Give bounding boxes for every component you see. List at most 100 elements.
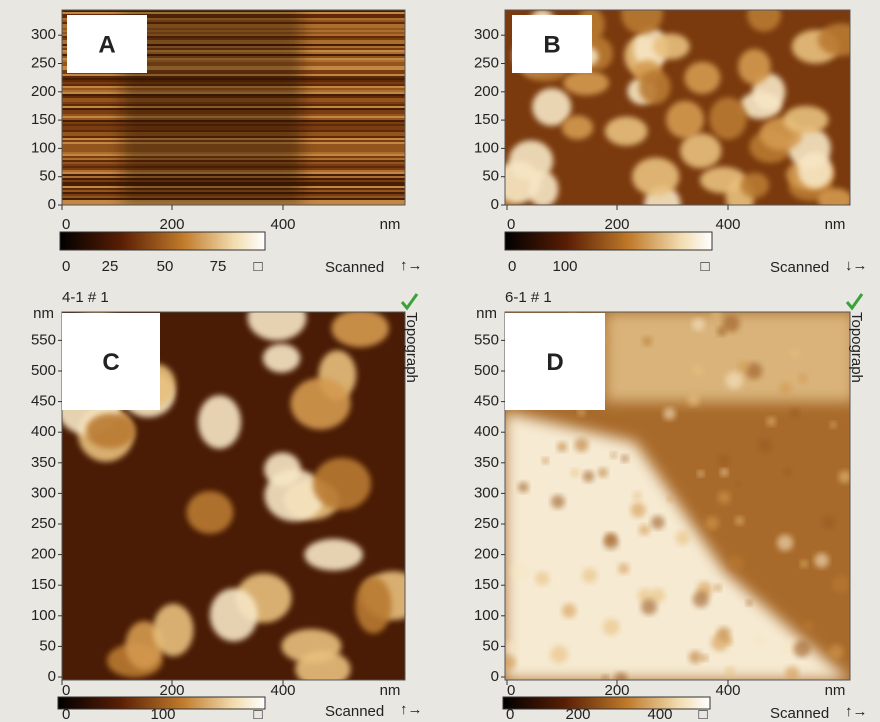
x-unit: nm (825, 216, 846, 233)
x-tick-label: 400 (270, 216, 295, 233)
y-tick-label: 150 (31, 576, 56, 593)
grain (752, 633, 766, 647)
grain (717, 491, 731, 504)
grain (649, 588, 665, 604)
grain (505, 640, 520, 656)
grain (508, 140, 554, 182)
grain (264, 469, 325, 522)
grain (535, 571, 550, 586)
grain (85, 413, 136, 449)
grain (776, 534, 794, 551)
grain (714, 584, 722, 592)
grain (551, 494, 565, 509)
grain (711, 312, 721, 319)
grain (312, 457, 372, 510)
x-unit: nm (825, 682, 846, 699)
panel-label: C (102, 349, 119, 376)
scan-arrows: ↓→ (845, 257, 868, 274)
x-tick-label: 0 (62, 216, 70, 233)
colorbar-tick-label: 0 (62, 258, 70, 275)
grain (604, 116, 648, 146)
colorbar-tick-label: 75 (210, 258, 227, 275)
y-tick-label: 0 (48, 196, 56, 213)
y-tick-label: 250 (31, 54, 56, 71)
y-tick-label: 250 (474, 515, 499, 532)
y-tick-label: 500 (31, 362, 56, 379)
y-tick-label: 250 (31, 515, 56, 532)
panel-d: D 0 50 100 150 200 250 300 350 400 450 500 550 0 200 40… (474, 289, 868, 722)
grain (630, 502, 646, 518)
y-tick-label: 250 (474, 54, 499, 71)
grain (745, 362, 763, 380)
grain (725, 371, 743, 390)
x-tick-label: 200 (604, 216, 629, 233)
colorbar-tick-label: 0 (62, 706, 70, 722)
grain (186, 491, 234, 534)
x-tick-label: 200 (604, 682, 629, 699)
grain (632, 491, 642, 501)
grain (722, 314, 740, 333)
scan-arrows: ↑→ (400, 257, 423, 274)
grain (793, 640, 811, 658)
x-tick-label: 400 (715, 216, 740, 233)
panel-label: D (546, 349, 563, 376)
panel-b: B 0 50 100 150 200 250 300 0 200 400 nm 0 100 □ Scanned… (474, 9, 868, 276)
grain (738, 360, 749, 372)
panel-c: C 0 50 100 150 200 250 300 350 400 450 500 550 0 200 40… (31, 289, 423, 722)
y-tick-label: 50 (39, 637, 56, 654)
colorbar (57, 696, 266, 710)
grain (247, 312, 307, 341)
grain (692, 364, 704, 376)
scanned-label: Scanned (770, 705, 829, 722)
grain (518, 481, 529, 493)
y-tick-label: 150 (474, 111, 499, 128)
y-tick-label: 350 (31, 454, 56, 471)
grain (724, 637, 733, 646)
panel-label: B (543, 31, 560, 58)
y-tick-label: 450 (474, 393, 499, 410)
grain (641, 598, 657, 615)
grain (832, 575, 850, 593)
grain (697, 470, 704, 477)
grain (197, 395, 242, 449)
scanned-label: Scanned (770, 259, 829, 276)
grain (814, 553, 829, 568)
panel-a: A 0 50 100 150 200 250 300 0 200 400 nm 0 25 50 75 □ Scan… (31, 9, 423, 276)
grain (790, 348, 800, 358)
y-tick-label: 450 (31, 393, 56, 410)
y-tick-label: 200 (31, 83, 56, 100)
grain (711, 633, 729, 652)
colorbar-tick-label: □ (700, 258, 709, 275)
grain (637, 588, 652, 603)
grain (621, 10, 663, 35)
label-box (505, 313, 605, 410)
check-mark (845, 293, 864, 311)
x-tick-label: 400 (270, 682, 295, 699)
x-unit: nm (380, 216, 401, 233)
dark-band (122, 10, 302, 205)
scan-header: 4-1 # 1 (62, 289, 109, 306)
grain (821, 515, 836, 529)
grain (779, 381, 793, 395)
colorbar-tick-label: □ (698, 706, 707, 722)
grain (304, 538, 363, 571)
grain (652, 33, 690, 60)
scan-arrows: ↑→ (400, 701, 423, 718)
grain (782, 639, 798, 655)
y-tick-label: 300 (474, 26, 499, 43)
colorbar-tick-label: 0 (508, 258, 516, 275)
grain (817, 188, 850, 205)
grain (665, 100, 705, 139)
grain (785, 666, 800, 680)
y-tick-label: 400 (474, 423, 499, 440)
grain (621, 454, 629, 463)
grain (642, 336, 652, 347)
grain (746, 599, 753, 607)
grain (602, 674, 609, 680)
y-tick-label: 300 (31, 26, 56, 43)
grain (717, 326, 727, 337)
grain (680, 133, 722, 169)
y-tick-label: 50 (39, 168, 56, 185)
x-tick-label: 0 (62, 682, 70, 699)
y-unit: nm (476, 305, 497, 322)
